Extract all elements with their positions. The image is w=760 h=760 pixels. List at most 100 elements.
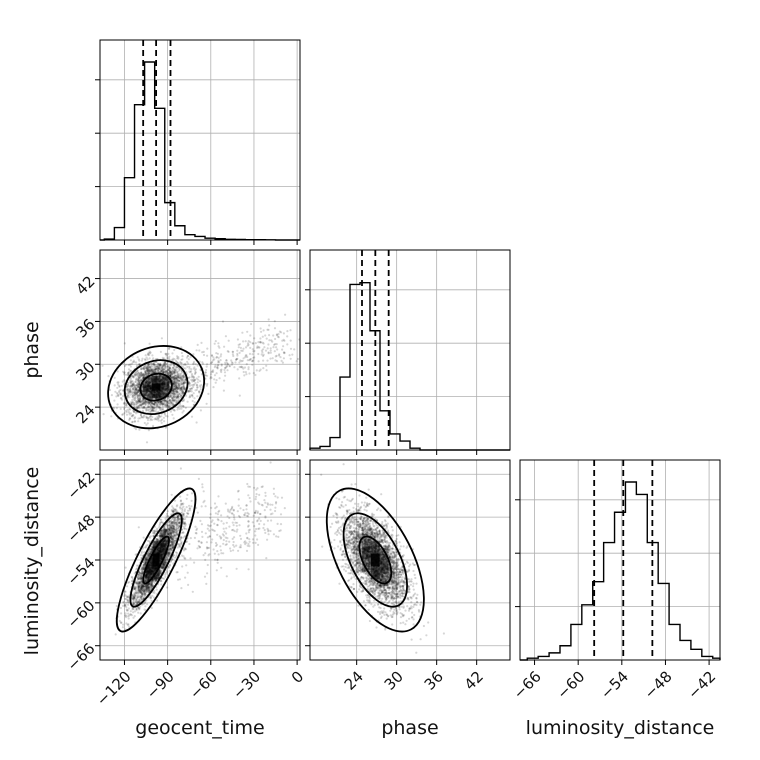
sample-point [212, 359, 215, 362]
sample-point [143, 393, 146, 396]
sample-point [242, 370, 245, 374]
sample-point [284, 313, 287, 316]
sample-point [215, 569, 218, 572]
sample-point [214, 507, 217, 510]
sample-point [244, 354, 247, 357]
sample-point [238, 394, 241, 397]
sample-point [214, 512, 217, 515]
sample-point [202, 350, 205, 353]
sample-point [261, 335, 264, 338]
sample-point [233, 536, 236, 539]
sample-point [213, 342, 216, 345]
sample-point [245, 514, 249, 518]
sample-point [149, 400, 152, 404]
hist-geocent-time-bar-7 [175, 226, 185, 240]
sample-point [218, 346, 221, 349]
sample-point [222, 552, 225, 555]
sample-point [153, 404, 156, 407]
sample-point [256, 510, 259, 513]
sample-point [140, 403, 143, 407]
sample-point [234, 521, 237, 524]
sample-point [161, 370, 164, 373]
sample-point [231, 505, 234, 508]
sample-point [152, 363, 156, 366]
sample-point [201, 535, 204, 539]
sample-point [247, 485, 250, 488]
sample-point [245, 532, 248, 535]
sample-point [286, 335, 289, 338]
sample-point [231, 537, 234, 541]
sample-point [206, 363, 209, 366]
sample-point [170, 493, 173, 496]
sample-point [241, 366, 244, 369]
sample-point [194, 363, 197, 366]
sample-point [248, 538, 251, 541]
sample-point [259, 337, 262, 340]
sample-point [239, 359, 242, 362]
sample-point [225, 359, 228, 362]
sample-point [215, 356, 218, 359]
sample-point [216, 533, 219, 536]
sample-point [190, 415, 194, 418]
sample-point [189, 356, 192, 359]
sample-point [191, 380, 194, 383]
sample-point [242, 347, 245, 350]
sample-point [267, 533, 270, 536]
sample-point [163, 393, 166, 396]
sample-point [259, 368, 262, 371]
sample-point [217, 361, 220, 364]
histogram-panel-phase [305, 249, 511, 455]
sample-point [139, 379, 142, 382]
sample-point [245, 363, 248, 366]
sample-point [230, 508, 233, 511]
sample-point [254, 530, 257, 533]
sample-point [236, 510, 239, 513]
sample-point [160, 337, 163, 340]
sample-point [240, 366, 243, 369]
sample-point [172, 368, 175, 371]
sample-point [207, 392, 210, 395]
sample-point [251, 538, 255, 541]
sample-point [262, 348, 265, 351]
sample-point [220, 520, 223, 523]
sample-point [267, 318, 270, 321]
sample-point [210, 354, 214, 357]
sample-point [216, 561, 219, 564]
sample-point [263, 528, 266, 532]
hist-geocent-time-outline [100, 61, 300, 241]
sample-point [222, 389, 225, 392]
sample-point [243, 541, 246, 544]
sample-point [210, 361, 213, 364]
sample-point [139, 375, 142, 378]
sample-point [280, 496, 284, 499]
sample-point [164, 414, 167, 417]
sample-point [240, 360, 243, 363]
sample-point [187, 358, 190, 361]
sample-point [198, 349, 201, 352]
sample-point [244, 340, 247, 343]
sample-point [206, 382, 209, 386]
sample-point [150, 406, 154, 409]
sample-point [142, 398, 145, 401]
sample-point [196, 343, 199, 346]
sample-point [252, 372, 255, 375]
joint-geocent-time-vs-phase-ytick-label-3: 42 [72, 272, 98, 298]
sample-point [181, 565, 184, 568]
sample-point [166, 400, 169, 403]
sample-point [110, 415, 113, 418]
sample-point [182, 549, 186, 552]
sample-point [184, 557, 187, 560]
sample-point [150, 606, 153, 610]
sample-point [274, 502, 278, 505]
sample-point [263, 509, 266, 512]
sample-point [220, 364, 223, 367]
sample-point [176, 378, 179, 381]
sample-point [148, 366, 152, 369]
sample-point [255, 493, 258, 496]
sample-point [174, 388, 177, 391]
sample-point [161, 390, 164, 394]
sample-point [183, 547, 186, 550]
sample-point [245, 549, 249, 553]
sample-point [291, 353, 294, 356]
sample-point [145, 441, 149, 444]
